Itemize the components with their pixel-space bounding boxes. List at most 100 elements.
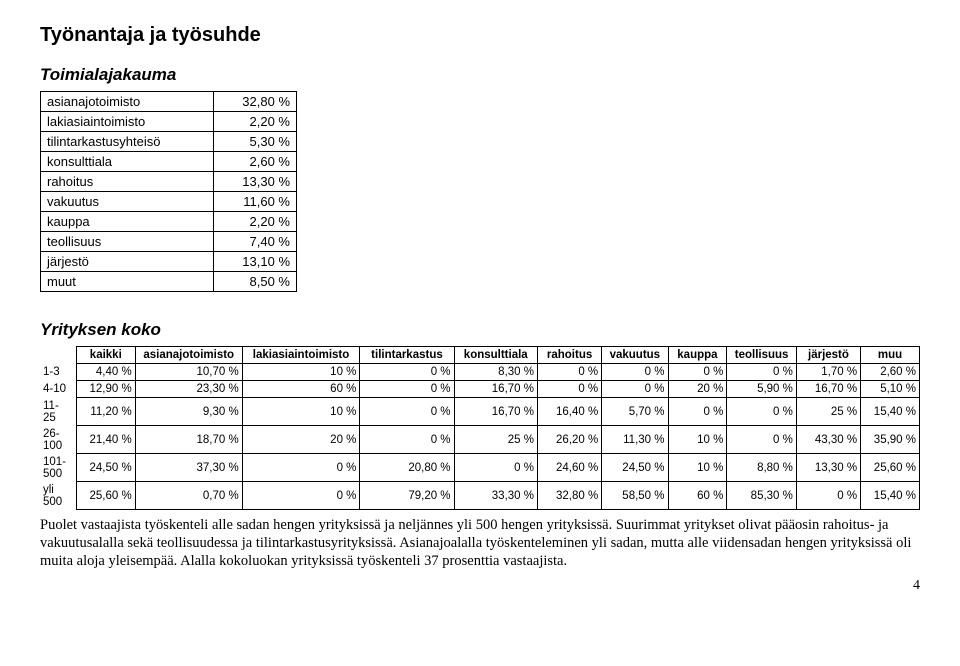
- cell: 10 %: [242, 398, 360, 426]
- table-row: yli 50025,60 %0,70 %0 %79,20 %33,30 %32,…: [40, 482, 920, 510]
- cell: 13,30 %: [796, 454, 860, 482]
- cell: 0 %: [668, 364, 727, 381]
- row-header: 26- 100: [40, 426, 76, 454]
- cell: 10 %: [242, 364, 360, 381]
- page-title: Työnantaja ja työsuhde: [40, 24, 920, 47]
- cell: 1,70 %: [796, 364, 860, 381]
- row-value: 5,30 %: [214, 132, 297, 152]
- row-header: 11- 25: [40, 398, 76, 426]
- cell: 11,20 %: [76, 398, 135, 426]
- cell: 0 %: [537, 364, 601, 381]
- cell: 16,70 %: [454, 381, 537, 398]
- cell: 85,30 %: [727, 482, 797, 510]
- cell: 24,50 %: [602, 454, 668, 482]
- row-value: 2,20 %: [214, 112, 297, 132]
- cell: 15,40 %: [861, 398, 920, 426]
- row-value: 7,40 %: [214, 232, 297, 252]
- cell: 0 %: [242, 454, 360, 482]
- cell: 32,80 %: [537, 482, 601, 510]
- table-row: tilintarkastusyhteisö5,30 %: [41, 132, 297, 152]
- cell: 2,60 %: [861, 364, 920, 381]
- cell: 20,80 %: [360, 454, 454, 482]
- cell: 0 %: [602, 364, 668, 381]
- toimiala-table: asianajotoimisto32,80 %lakiasiaintoimist…: [40, 91, 297, 292]
- table-row: muut8,50 %: [41, 272, 297, 292]
- table-row: järjestö13,10 %: [41, 252, 297, 272]
- row-label: rahoitus: [41, 172, 214, 192]
- row-label: vakuutus: [41, 192, 214, 212]
- cell: 16,70 %: [796, 381, 860, 398]
- cell: 25,60 %: [861, 454, 920, 482]
- cell: 0 %: [727, 426, 797, 454]
- cell: 0 %: [360, 364, 454, 381]
- table-row: lakiasiaintoimisto2,20 %: [41, 112, 297, 132]
- cell: 79,20 %: [360, 482, 454, 510]
- column-header: järjestö: [796, 347, 860, 364]
- cell: 33,30 %: [454, 482, 537, 510]
- cell: 0 %: [242, 482, 360, 510]
- column-header: rahoitus: [537, 347, 601, 364]
- cell: 21,40 %: [76, 426, 135, 454]
- cell: 0 %: [537, 381, 601, 398]
- row-label: lakiasiaintoimisto: [41, 112, 214, 132]
- row-label: teollisuus: [41, 232, 214, 252]
- table-row: teollisuus7,40 %: [41, 232, 297, 252]
- cell: 43,30 %: [796, 426, 860, 454]
- column-header: konsulttiala: [454, 347, 537, 364]
- column-header: asianajotoimisto: [135, 347, 242, 364]
- row-label: järjestö: [41, 252, 214, 272]
- cell: 15,40 %: [861, 482, 920, 510]
- column-header: muu: [861, 347, 920, 364]
- section-heading-toimiala: Toimialajakauma: [40, 65, 920, 85]
- cell: 8,80 %: [727, 454, 797, 482]
- table-row: kauppa2,20 %: [41, 212, 297, 232]
- column-header: kaikki: [76, 347, 135, 364]
- column-header: lakiasiaintoimisto: [242, 347, 360, 364]
- row-value: 13,30 %: [214, 172, 297, 192]
- cell: 60 %: [242, 381, 360, 398]
- page-number: 4: [40, 578, 920, 594]
- row-header: 4-10: [40, 381, 76, 398]
- cell: 0 %: [727, 398, 797, 426]
- row-value: 32,80 %: [214, 92, 297, 112]
- row-header: 101- 500: [40, 454, 76, 482]
- cell: 25 %: [454, 426, 537, 454]
- cell: 0 %: [602, 381, 668, 398]
- row-header: 1-3: [40, 364, 76, 381]
- cell: 10 %: [668, 426, 727, 454]
- cell: 18,70 %: [135, 426, 242, 454]
- cell: 9,30 %: [135, 398, 242, 426]
- cell: 4,40 %: [76, 364, 135, 381]
- row-label: kauppa: [41, 212, 214, 232]
- row-value: 2,20 %: [214, 212, 297, 232]
- row-value: 13,10 %: [214, 252, 297, 272]
- cell: 0,70 %: [135, 482, 242, 510]
- table-row: 11- 2511,20 %9,30 %10 %0 %16,70 %16,40 %…: [40, 398, 920, 426]
- empty-header: [40, 347, 76, 364]
- table-row: konsulttiala2,60 %: [41, 152, 297, 172]
- cell: 5,70 %: [602, 398, 668, 426]
- cell: 10,70 %: [135, 364, 242, 381]
- row-label: muut: [41, 272, 214, 292]
- table-row: 4-1012,90 %23,30 %60 %0 %16,70 %0 %0 %20…: [40, 381, 920, 398]
- row-label: tilintarkastusyhteisö: [41, 132, 214, 152]
- cell: 11,30 %: [602, 426, 668, 454]
- cell: 23,30 %: [135, 381, 242, 398]
- cell: 24,60 %: [537, 454, 601, 482]
- table-row: rahoitus13,30 %: [41, 172, 297, 192]
- column-header: kauppa: [668, 347, 727, 364]
- table-row: 1-34,40 %10,70 %10 %0 %8,30 %0 %0 %0 %0 …: [40, 364, 920, 381]
- cell: 35,90 %: [861, 426, 920, 454]
- cell: 25 %: [796, 398, 860, 426]
- cell: 20 %: [668, 381, 727, 398]
- yrityksen-koko-table: kaikkiasianajotoimistolakiasiaintoimisto…: [40, 346, 920, 510]
- table-row: 26- 10021,40 %18,70 %20 %0 %25 %26,20 %1…: [40, 426, 920, 454]
- row-label: konsulttiala: [41, 152, 214, 172]
- table-row: 101- 50024,50 %37,30 %0 %20,80 %0 %24,60…: [40, 454, 920, 482]
- cell: 0 %: [668, 398, 727, 426]
- table-row: asianajotoimisto32,80 %: [41, 92, 297, 112]
- cell: 0 %: [360, 398, 454, 426]
- cell: 5,90 %: [727, 381, 797, 398]
- row-header: yli 500: [40, 482, 76, 510]
- cell: 24,50 %: [76, 454, 135, 482]
